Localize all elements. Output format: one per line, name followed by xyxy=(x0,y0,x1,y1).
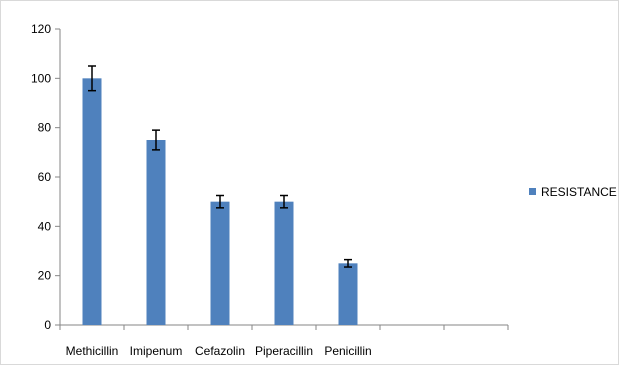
error-bar xyxy=(280,194,288,209)
bar xyxy=(146,140,166,325)
y-axis: 0 20 40 60 80 100 120 xyxy=(31,22,61,332)
x-tick-label: Penicillin xyxy=(324,344,371,358)
legend-swatch xyxy=(529,188,536,195)
error-bars xyxy=(88,65,352,268)
y-tick-label: 100 xyxy=(31,71,51,85)
bar xyxy=(274,201,294,325)
y-tick-label: 40 xyxy=(38,219,52,233)
error-bar xyxy=(152,129,160,151)
x-axis: Methicillin Imipenum Cefazolin Piperacillin… xyxy=(59,324,509,358)
error-bar xyxy=(88,65,96,92)
x-tick-label: Methicillin xyxy=(66,344,119,358)
bars xyxy=(82,78,358,325)
x-tick-label: Imipenum xyxy=(130,344,183,358)
bar xyxy=(210,201,230,325)
x-tick-label: Cefazolin xyxy=(195,344,245,358)
y-tick-label: 60 xyxy=(38,170,52,184)
y-tick-label: 20 xyxy=(38,269,52,283)
x-tick-label: Piperacillin xyxy=(255,344,313,358)
error-bar xyxy=(216,194,224,209)
bar xyxy=(82,78,102,325)
y-tick-label: 80 xyxy=(38,121,52,135)
y-tick-label: 120 xyxy=(31,22,51,36)
legend: RESISTANCE xyxy=(529,185,617,199)
y-tick-label: 0 xyxy=(44,318,51,332)
error-bar xyxy=(344,258,352,268)
bar xyxy=(338,263,358,325)
legend-label: RESISTANCE xyxy=(541,185,617,199)
